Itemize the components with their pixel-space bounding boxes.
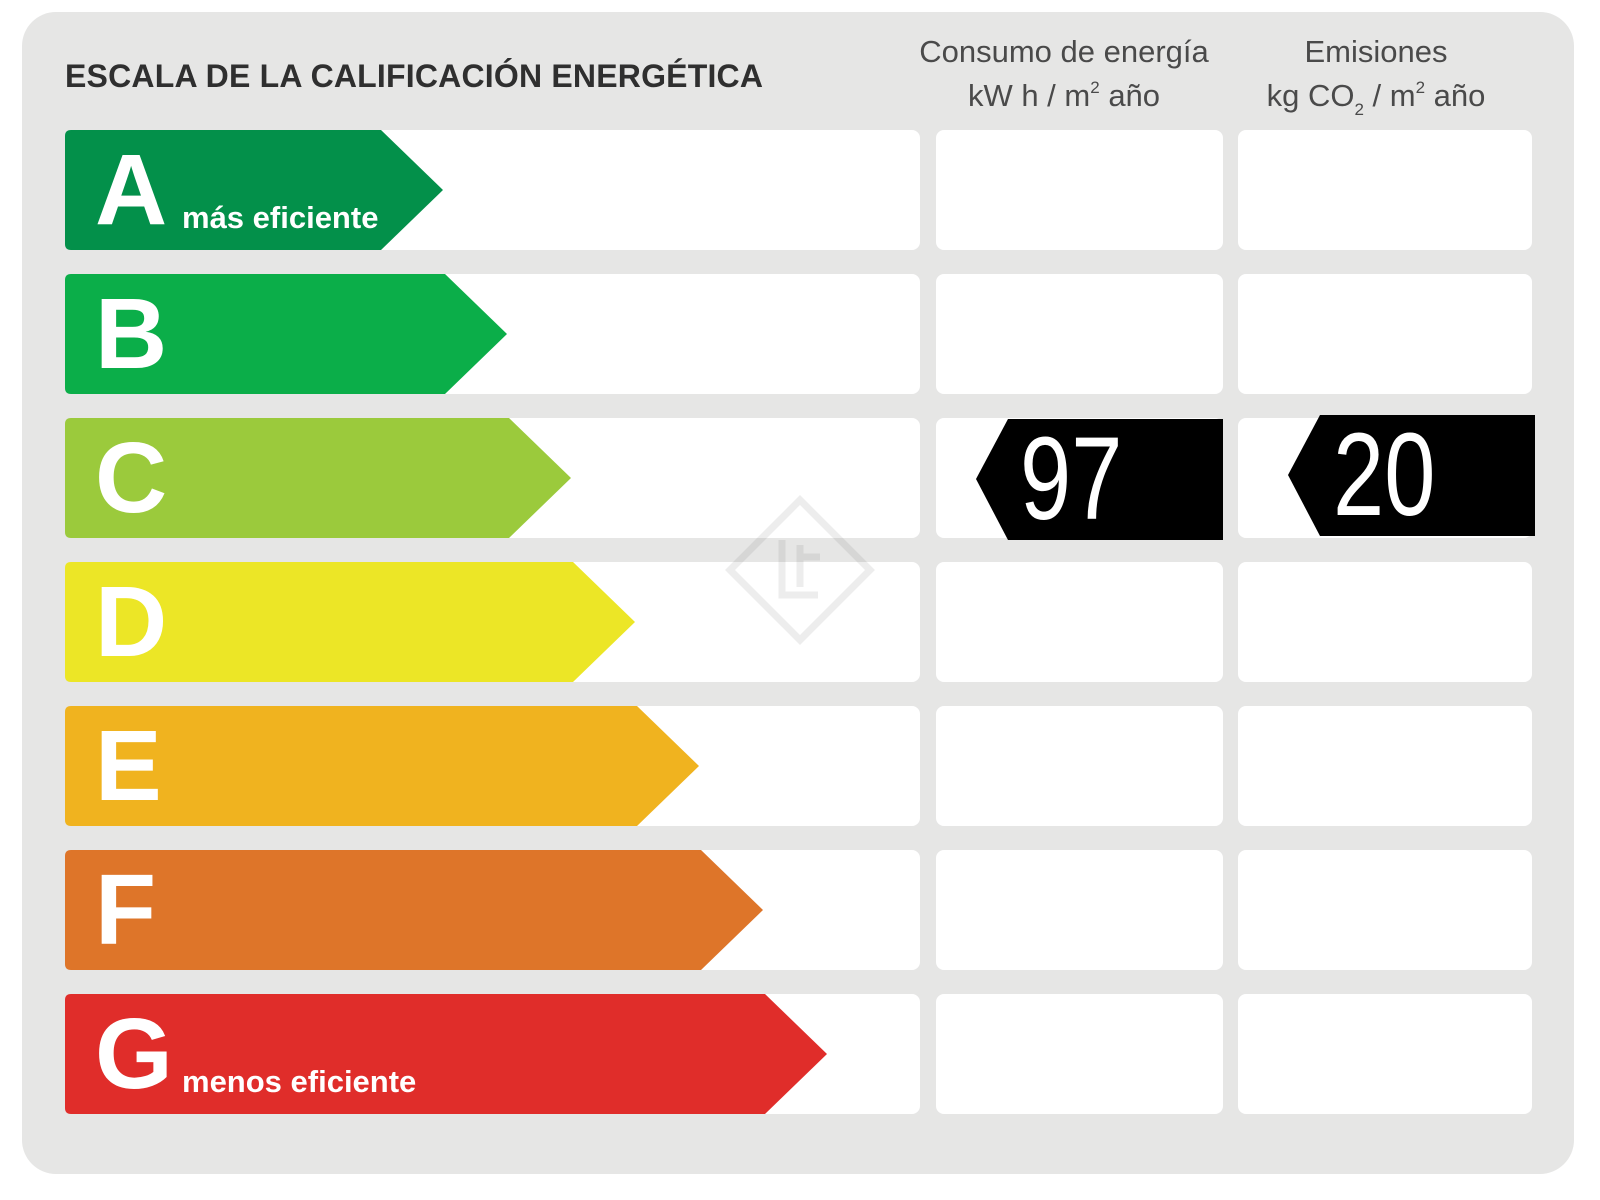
consumo-cell [936,562,1223,682]
emisiones-cell [1238,706,1532,826]
rating-bar-d: D [65,562,635,682]
emisiones-value-text: 20 [1333,409,1436,541]
emisiones-cell [1238,994,1532,1114]
lucas-fox-watermark-logo [725,495,875,645]
rating-bar-f: F [65,850,763,970]
rating-row-d: D [0,562,1600,682]
emisiones-cell [1238,274,1532,394]
emisiones-value-tag [1288,415,1535,536]
rating-letter: A [95,134,168,246]
consumo-cell [936,994,1223,1114]
rating-sublabel: más eficiente [182,200,379,235]
emisiones-cell [1238,130,1532,250]
consumo-value-tag [976,419,1223,540]
rating-letter: G [95,998,173,1110]
consumo-column-header: Consumo de energía kW h / m2 año [918,30,1210,118]
rating-letter: C [95,422,168,534]
rating-bar-e: E [65,706,699,826]
emisiones-header-unit: kg CO2 / m2 año [1266,78,1486,119]
rating-row-b: B [0,274,1600,394]
rating-row-f: F [0,850,1600,970]
consumo-header-line1: Consumo de energía [919,34,1209,69]
consumo-header-unit: kW h / m2 año [967,78,1161,113]
consumo-cell [936,130,1223,250]
scale-title: ESCALA DE LA CALIFICACIÓN ENERGÉTICA [65,58,764,94]
rating-letter: F [95,854,157,966]
emisiones-column-header: Emisiones kg CO2 / m2 año [1226,30,1526,118]
consumo-value-text: 97 [1020,413,1123,545]
consumo-cell [936,850,1223,970]
emisiones-cell [1238,850,1532,970]
rating-bar-c: C [65,418,571,538]
rating-row-e: E [0,706,1600,826]
rating-bar-b: B [65,274,507,394]
emisiones-header-line1: Emisiones [1304,34,1448,69]
rating-letter: E [95,710,162,822]
rating-row-c: C 97 20 [0,409,1600,545]
rating-letter: D [95,566,168,678]
rating-sublabel: menos eficiente [182,1064,417,1099]
consumo-cell [936,706,1223,826]
rating-letter: B [95,278,168,390]
consumo-cell [936,274,1223,394]
emisiones-cell [1238,562,1532,682]
